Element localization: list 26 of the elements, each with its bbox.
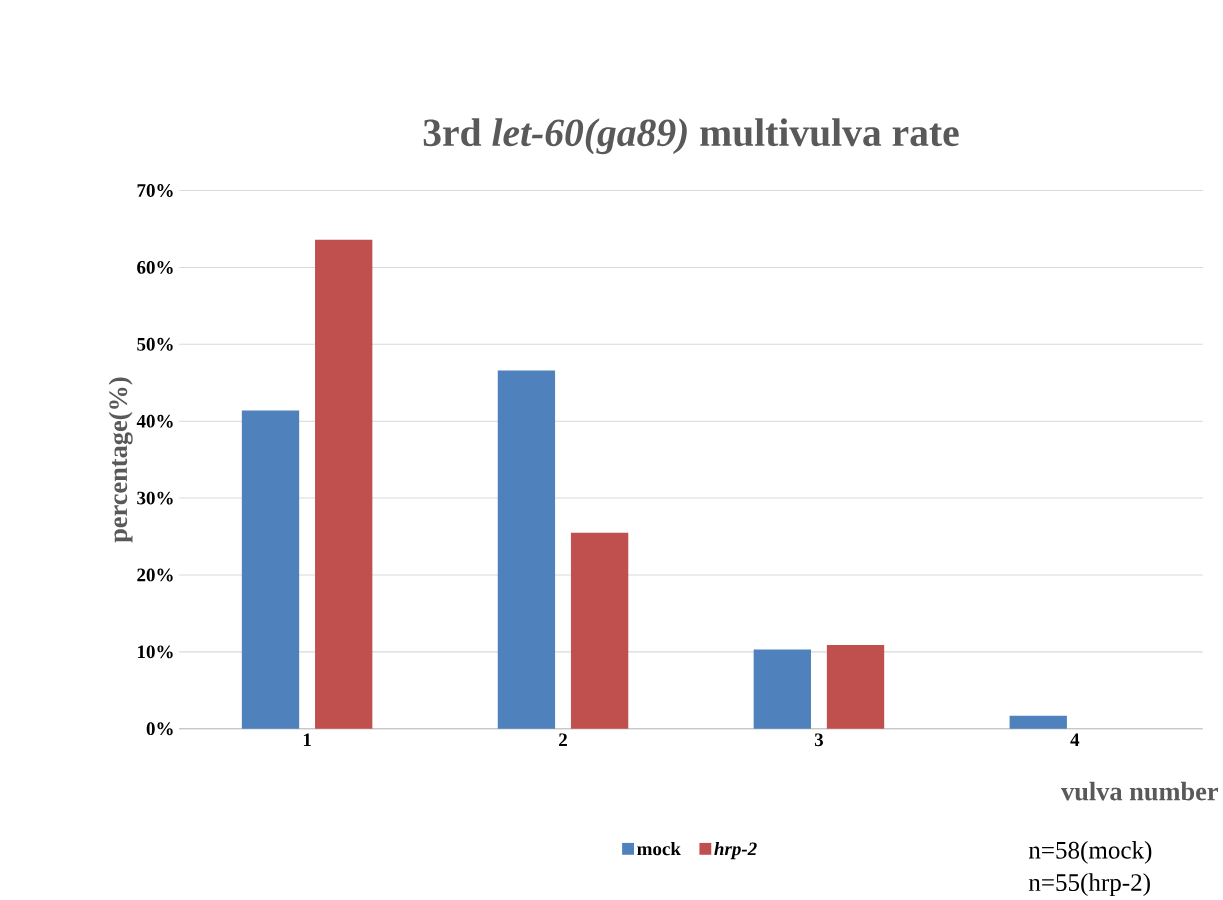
y-tick-label: 60%	[137, 260, 173, 274]
y-tick-label: 50%	[137, 337, 173, 351]
bar	[570, 532, 629, 729]
y-tick-label: 20%	[137, 568, 173, 582]
x-axis-title: vulva number	[1061, 781, 1219, 801]
bar	[1009, 715, 1067, 729]
x-tick-label: 1	[303, 733, 311, 746]
bar	[315, 239, 373, 729]
x-tick-label: 4	[1070, 733, 1080, 746]
bar	[753, 649, 811, 729]
text: n=58(mock)	[1028, 840, 1152, 864]
x-tick-label: 3	[814, 733, 824, 746]
bar	[826, 644, 885, 729]
bar	[241, 410, 300, 729]
bar	[497, 370, 556, 729]
text: n=55(hrp-2)	[1028, 873, 1150, 896]
y-tick-label: 40%	[136, 414, 173, 428]
y-tick-label: 70%	[137, 183, 173, 197]
legend-label: hrp-2	[714, 841, 757, 859]
legend-label: mock	[637, 841, 681, 856]
chart-title: 3rd let-60(ga89) multivulva rate	[423, 118, 959, 154]
y-axis-title: percentage(%)	[108, 377, 133, 543]
y-tick-label: 10%	[138, 645, 173, 659]
y-tick-label: 0%	[146, 722, 173, 735]
y-tick-label: 30%	[137, 491, 173, 505]
x-tick-label: 2	[559, 733, 567, 746]
